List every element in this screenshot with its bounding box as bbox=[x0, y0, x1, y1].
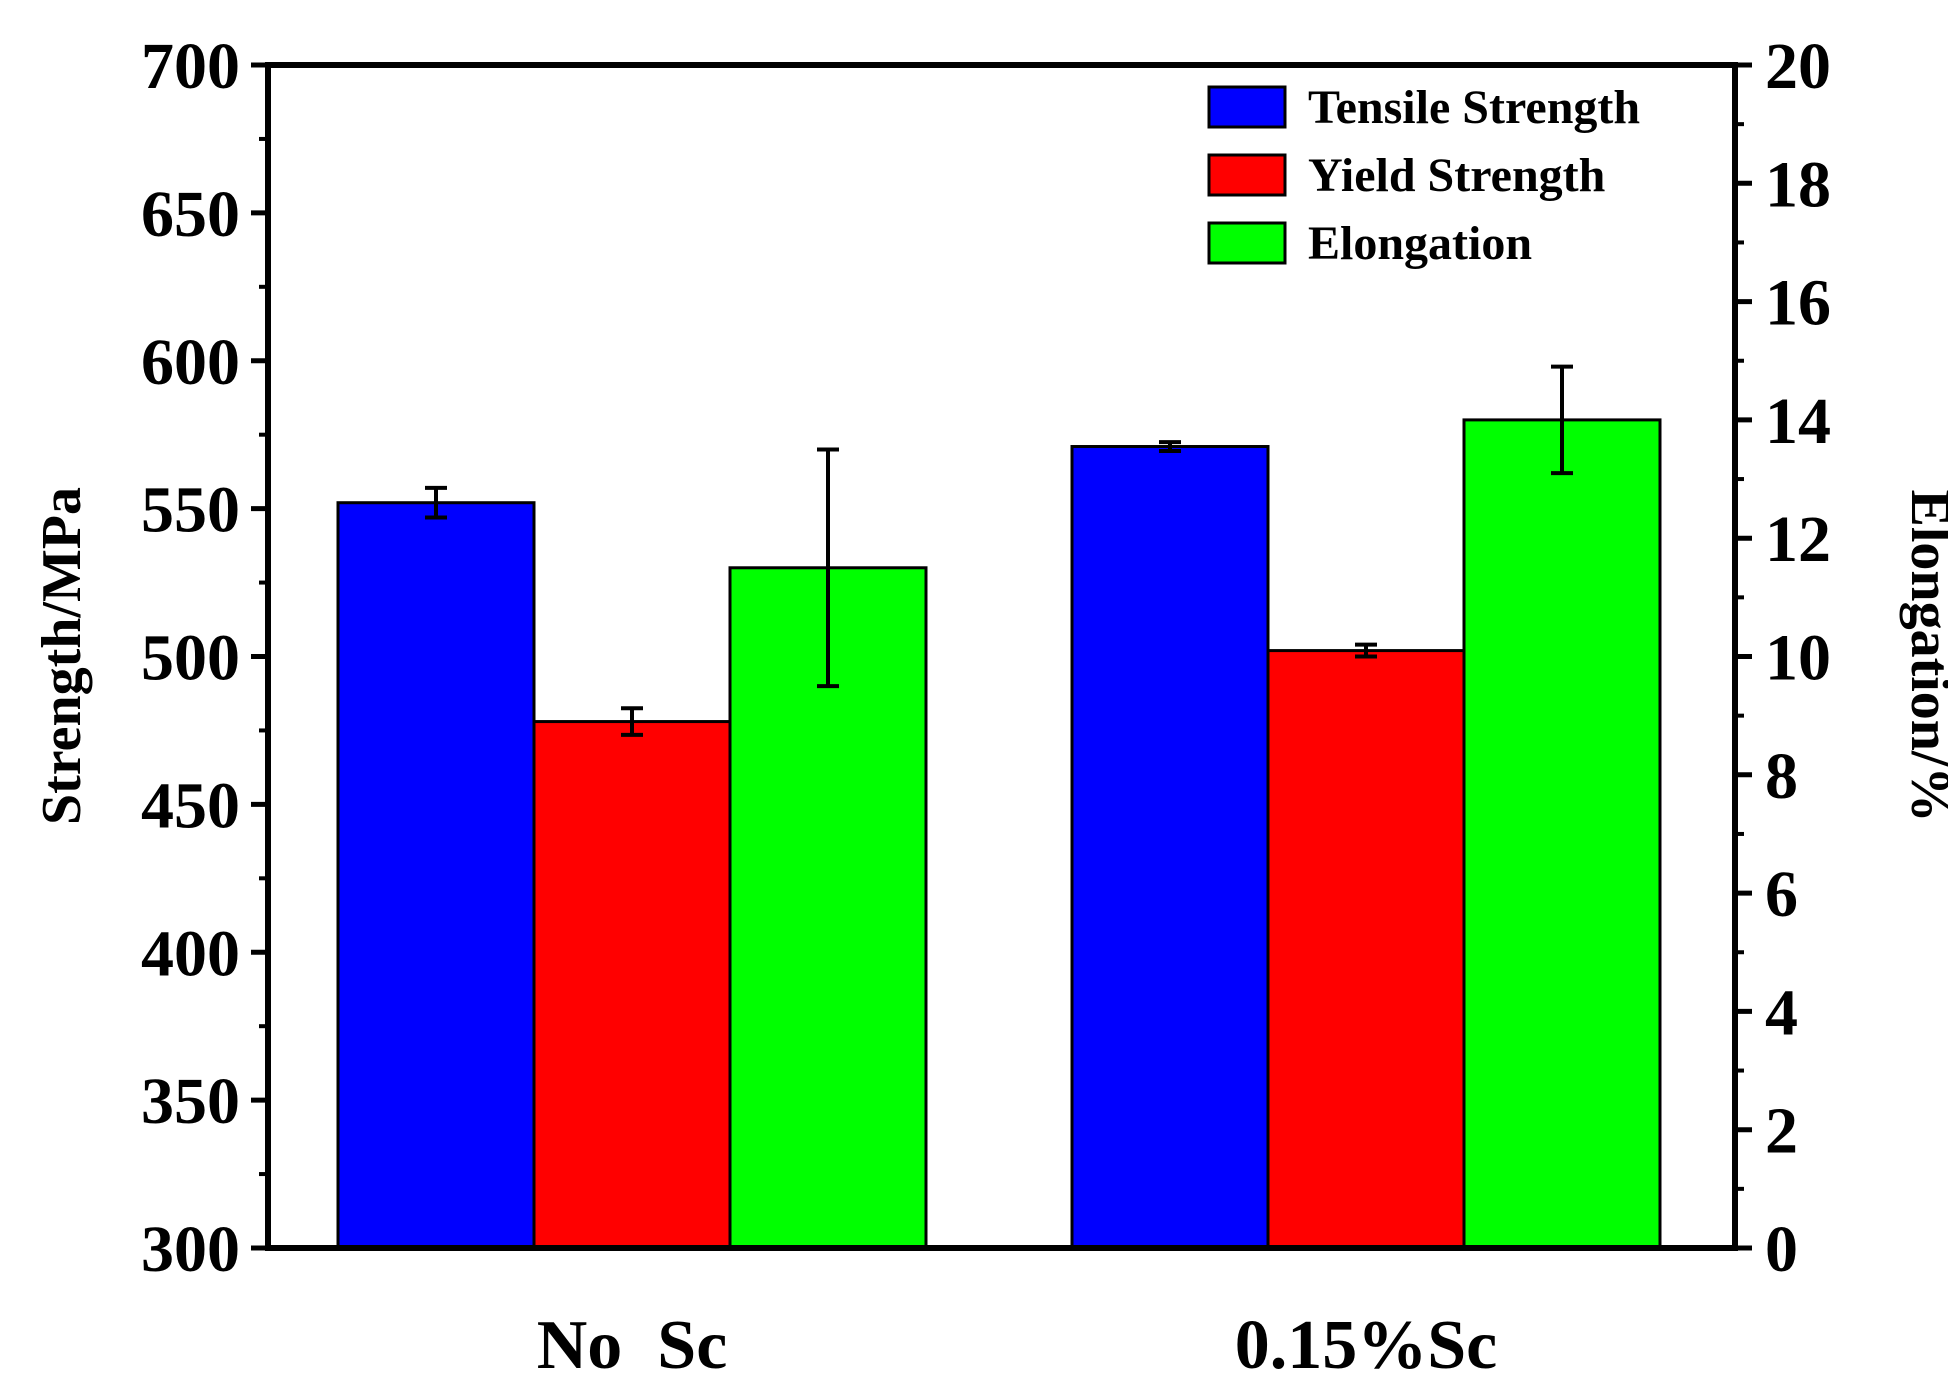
left-tick-label: 700 bbox=[141, 30, 240, 103]
right-tick-label: 8 bbox=[1765, 740, 1798, 813]
x-axis: No Sc 0.15%Sc bbox=[537, 1307, 1498, 1384]
error-bar-tensile-strength-0-15-sc bbox=[1159, 440, 1181, 453]
x-category-label: 0.15%Sc bbox=[1235, 1307, 1498, 1384]
error-bar-elongation-0-15-sc bbox=[1551, 364, 1573, 476]
bar-yield-strength-no-sc bbox=[532, 720, 732, 1250]
error-bars-layer bbox=[425, 364, 1573, 737]
bar-tensile-strength-no-sc bbox=[336, 501, 536, 1250]
bars-layer bbox=[336, 418, 1662, 1250]
bar-elongation-0-15-sc bbox=[1462, 418, 1662, 1250]
legend-label: Elongation bbox=[1308, 217, 1532, 270]
bar-yield-strength-0-15-sc bbox=[1266, 649, 1466, 1250]
x-category-label: No Sc bbox=[537, 1307, 728, 1384]
right-tick-label: 2 bbox=[1765, 1095, 1798, 1168]
left-tick-label: 500 bbox=[141, 622, 240, 695]
left-tick-label: 600 bbox=[141, 326, 240, 399]
right-tick-label: 4 bbox=[1765, 976, 1798, 1049]
error-bar-yield-strength-no-sc bbox=[621, 706, 643, 737]
right-tick-label: 0 bbox=[1765, 1213, 1798, 1286]
right-tick-label: 6 bbox=[1765, 858, 1798, 931]
left-tick-label: 650 bbox=[141, 178, 240, 251]
bar-tensile-strength-0-15-sc bbox=[1070, 445, 1270, 1250]
legend-label: Yield Strength bbox=[1308, 149, 1605, 202]
error-bar-elongation-no-sc bbox=[817, 447, 839, 689]
y2-axis-title: Elongation/% bbox=[1899, 490, 1948, 823]
right-tick-label: 20 bbox=[1765, 30, 1831, 103]
left-tick-label: 350 bbox=[141, 1065, 240, 1138]
legend-item-elongation: Elongation bbox=[1207, 217, 1532, 270]
right-tick-label: 14 bbox=[1765, 385, 1831, 458]
legend-swatch bbox=[1207, 153, 1287, 197]
left-tick-label: 300 bbox=[141, 1213, 240, 1286]
error-bar-tensile-strength-no-sc bbox=[425, 485, 447, 520]
right-y-axis: 0 2 4 6 8 10 12 14 16 18 20 bbox=[1735, 30, 1831, 1286]
right-tick-label: 18 bbox=[1765, 148, 1831, 221]
y-axis-title: Strength/MPa bbox=[31, 487, 93, 825]
error-bar-yield-strength-0-15-sc bbox=[1355, 642, 1377, 659]
right-tick-label: 12 bbox=[1765, 503, 1831, 576]
left-y-axis: 300 350 400 450 500 550 600 650 700 bbox=[141, 30, 268, 1286]
left-tick-label: 450 bbox=[141, 769, 240, 842]
legend-swatch bbox=[1207, 221, 1287, 265]
legend-item-tensile-strength: Tensile Strength bbox=[1207, 81, 1640, 134]
right-tick-label: 10 bbox=[1765, 622, 1831, 695]
legend: Tensile Strength Yield Strength Elongation bbox=[1207, 81, 1640, 270]
left-tick-label: 400 bbox=[141, 917, 240, 990]
left-tick-label: 550 bbox=[141, 474, 240, 547]
legend-item-yield-strength: Yield Strength bbox=[1207, 149, 1605, 202]
legend-label: Tensile Strength bbox=[1308, 81, 1640, 134]
right-tick-label: 16 bbox=[1765, 267, 1831, 340]
legend-swatch bbox=[1207, 85, 1287, 129]
